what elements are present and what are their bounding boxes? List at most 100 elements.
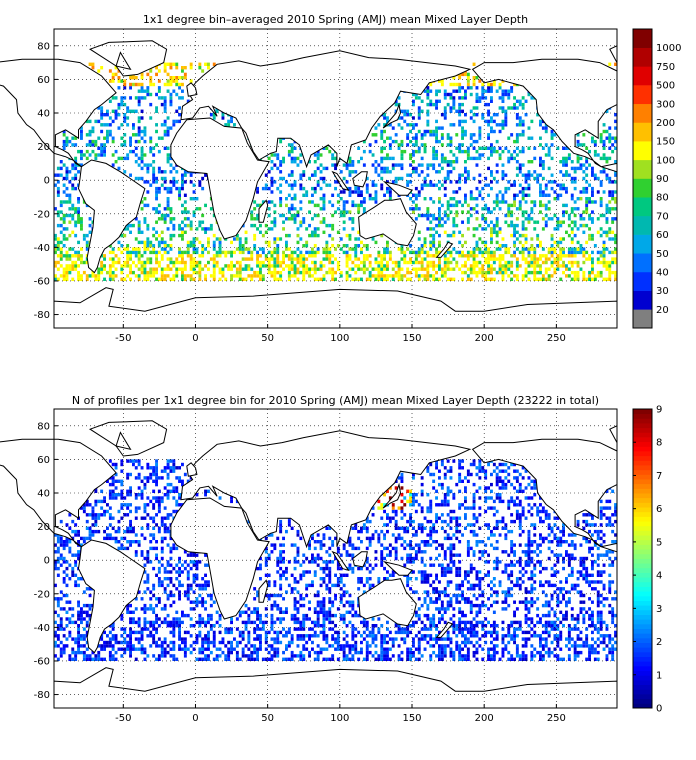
data-cell [472, 79, 476, 83]
data-cell [515, 153, 519, 157]
data-cell [556, 617, 560, 621]
data-cell [287, 644, 291, 648]
data-cell [544, 183, 548, 187]
data-cell [149, 624, 153, 628]
data-cell [152, 607, 156, 611]
data-cell [68, 620, 72, 625]
data-cell [588, 647, 591, 651]
data-cell [207, 240, 210, 245]
data-cell [409, 657, 412, 661]
data-cell [475, 254, 479, 258]
coastline-south-america [77, 159, 146, 274]
data-cell [455, 180, 459, 184]
coastline-north-america-east [471, 58, 618, 173]
data-cell [435, 640, 438, 645]
data-cell [54, 610, 57, 614]
data-cell [412, 170, 415, 174]
data-cell [325, 610, 329, 614]
data-cell [492, 277, 496, 281]
data-cell [481, 207, 485, 211]
data-cell [80, 274, 83, 278]
data-cell [169, 260, 173, 265]
data-cell [472, 156, 476, 161]
data-cell [446, 173, 450, 177]
data-cell [614, 113, 617, 117]
data-cell [446, 207, 450, 211]
data-cell [478, 603, 482, 608]
data-cell [230, 627, 233, 631]
data-cell [247, 267, 251, 271]
colorbar-label: 80 [656, 193, 669, 204]
data-cell [62, 277, 66, 281]
data-cell [261, 657, 265, 661]
data-cell [117, 257, 121, 261]
data-cell [259, 254, 262, 258]
data-cell [354, 203, 358, 208]
data-cell [449, 203, 453, 208]
data-cell [452, 607, 456, 611]
data-cell [567, 254, 571, 258]
data-cell [308, 223, 311, 228]
data-cell [383, 647, 386, 651]
data-cell [302, 624, 306, 628]
data-cell [166, 89, 170, 93]
data-cell [492, 113, 496, 117]
data-cell [319, 207, 323, 211]
data-cell [596, 257, 600, 261]
data-cell [134, 176, 138, 181]
data-cell [336, 630, 340, 635]
data-cell [432, 183, 436, 187]
data-cell [562, 203, 565, 208]
data-cell [377, 267, 381, 271]
data-cell [195, 620, 199, 625]
data-cell [530, 119, 534, 124]
data-cell [152, 170, 156, 174]
data-cell [611, 257, 615, 261]
data-cell [409, 207, 412, 211]
data-cell [166, 146, 170, 150]
data-cell [149, 644, 153, 648]
data-cell [114, 116, 118, 120]
data-cell [478, 96, 482, 100]
data-cell [178, 190, 181, 194]
data-cell [146, 86, 150, 90]
data-cell [212, 277, 216, 281]
data-cell [449, 603, 453, 608]
data-cell [495, 233, 499, 238]
data-cell [550, 597, 554, 601]
data-cell [316, 613, 320, 618]
data-cell [192, 190, 196, 194]
data-cell [209, 650, 213, 655]
data-cell [435, 600, 438, 604]
data-cell [129, 630, 132, 635]
data-cell [181, 203, 184, 208]
data-cell [383, 250, 386, 255]
data-cell [256, 227, 259, 231]
data-cell [198, 630, 202, 635]
data-cell [351, 600, 355, 604]
data-cell [469, 92, 473, 97]
data-cell [599, 213, 603, 218]
data-cell [117, 102, 121, 107]
data-cell [241, 650, 245, 655]
data-cell [481, 89, 485, 93]
data-cell [209, 227, 213, 231]
data-cell [189, 240, 193, 245]
data-cell [348, 210, 352, 214]
data-cell [166, 227, 170, 231]
data-cell [464, 270, 467, 275]
data-cell [227, 264, 231, 268]
data-cell [420, 99, 424, 103]
data-cell [59, 647, 63, 651]
data-cell [325, 244, 329, 248]
data-cell [143, 617, 147, 621]
data-cell [140, 156, 144, 161]
data-cell [146, 203, 150, 208]
data-cell [608, 126, 612, 130]
data-cell [490, 254, 493, 258]
data-cell [120, 267, 124, 271]
data-cell [276, 647, 280, 651]
data-cell [62, 267, 66, 271]
data-cell [599, 227, 603, 231]
data-cell [521, 600, 525, 604]
